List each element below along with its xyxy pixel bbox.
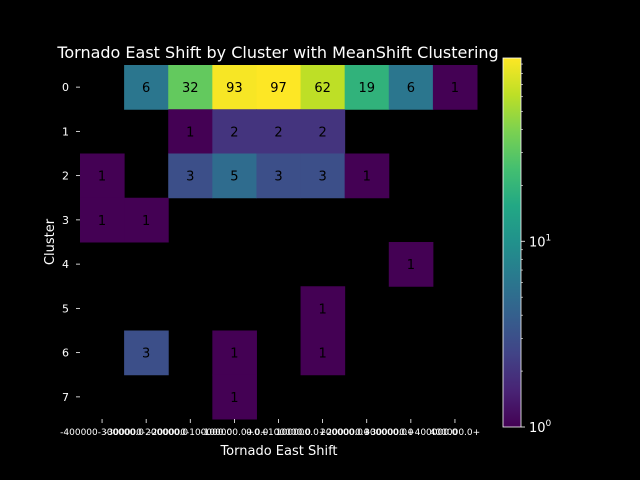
colorbar-tick-label: 101 bbox=[529, 233, 551, 250]
cell-value-label: 1 bbox=[98, 170, 106, 185]
cell-value-label: 2 bbox=[230, 125, 238, 140]
heatmap-cell bbox=[388, 65, 434, 110]
x-tick-label: -200000-100000.0 bbox=[148, 428, 232, 438]
heatmap-cell bbox=[300, 153, 346, 199]
heatmap-cells bbox=[80, 65, 478, 420]
cell-value-label: 1 bbox=[186, 125, 194, 140]
colorbar: 101 100 bbox=[502, 57, 552, 436]
heatmap-cell bbox=[300, 109, 346, 154]
cell-value-label: 2 bbox=[274, 125, 282, 140]
cell-value-label: 3 bbox=[274, 170, 282, 185]
heatmap-cell bbox=[344, 153, 390, 199]
y-tick-label: 4 bbox=[62, 258, 69, 271]
heatmap-cell bbox=[388, 242, 434, 287]
y-tick-label: 2 bbox=[62, 170, 69, 183]
cell-value-label: 3 bbox=[186, 170, 194, 185]
cell-value-label: 6 bbox=[407, 81, 415, 96]
x-tick-label: 0.0+100000.0 bbox=[246, 428, 311, 438]
cell-value-label: 1 bbox=[230, 347, 238, 362]
colorbar-tick-label: 100 bbox=[529, 419, 552, 436]
cell-value-label: 3 bbox=[318, 170, 326, 185]
heatmap-cell bbox=[256, 153, 302, 199]
cell-value-label: 1 bbox=[363, 170, 371, 185]
cell-value-label: 5 bbox=[230, 170, 238, 185]
heatmap-cell bbox=[80, 197, 125, 243]
heatmap-cell-labels: 6 32 93 97 62 19 6 1 1 2 2 2 1 3 5 3 3 1 1 1 1 1 3 1 1 1 bbox=[98, 81, 459, 406]
y-axis-label: Cluster bbox=[43, 218, 58, 265]
x-tick-label: 200000.0+300000.0 bbox=[320, 428, 414, 438]
cell-value-label: 93 bbox=[226, 81, 243, 96]
y-tick-label: 5 bbox=[62, 302, 69, 315]
heatmap-cell bbox=[256, 65, 302, 110]
x-axis-label: Tornado East Shift bbox=[219, 444, 337, 459]
x-axis-ticks: -400000-300000.0-300000-200000.0-200000-… bbox=[60, 419, 480, 438]
x-tick-label: -100000.0+0.0 bbox=[200, 428, 268, 438]
cell-value-label: 1 bbox=[318, 302, 326, 317]
x-tick-label: 300000.0+400000.0 bbox=[364, 428, 458, 438]
cell-value-label: 2 bbox=[318, 125, 326, 140]
heatmap-cell bbox=[300, 65, 346, 110]
heatmap-cell bbox=[80, 153, 125, 199]
heatmap-cell bbox=[344, 65, 390, 110]
colorbar-gradient bbox=[502, 57, 522, 428]
cell-value-label: 1 bbox=[451, 81, 459, 96]
heatmap-cell bbox=[300, 286, 346, 331]
heatmap-cell bbox=[168, 153, 213, 199]
cell-value-label: 97 bbox=[270, 81, 287, 96]
heatmap-cell bbox=[256, 109, 302, 154]
y-tick-label: 7 bbox=[62, 391, 69, 404]
heatmap-cell bbox=[124, 197, 169, 243]
cell-value-label: 1 bbox=[98, 214, 106, 229]
cell-value-label: 1 bbox=[230, 391, 238, 406]
y-tick-label: 3 bbox=[62, 214, 69, 227]
chart-title: Tornado East Shift by Cluster with MeanS… bbox=[56, 43, 498, 62]
cell-value-label: 1 bbox=[142, 214, 150, 229]
heatmap-cell bbox=[212, 330, 257, 376]
heatmap-cell bbox=[432, 65, 478, 110]
x-tick-label: -300000-200000.0 bbox=[104, 428, 188, 438]
y-tick-label: 6 bbox=[62, 347, 69, 360]
x-tick-label: 100000.0+200000.0 bbox=[276, 428, 370, 438]
y-tick-label: 1 bbox=[62, 125, 69, 138]
heatmap-cell bbox=[212, 65, 257, 110]
y-tick-label: 0 bbox=[62, 81, 69, 94]
cell-value-label: 1 bbox=[318, 347, 326, 362]
heatmap-cell bbox=[300, 330, 346, 376]
cell-value-label: 62 bbox=[314, 81, 331, 96]
y-axis-ticks: 0 1 2 3 4 5 6 7 bbox=[62, 81, 80, 404]
heatmap-cell bbox=[124, 330, 169, 376]
cell-value-label: 1 bbox=[407, 258, 415, 273]
cell-value-label: 19 bbox=[358, 81, 375, 96]
x-tick-label: 400000.0+ bbox=[430, 428, 480, 438]
cell-value-label: 32 bbox=[182, 81, 199, 96]
heatmap-cell bbox=[212, 109, 257, 154]
cell-value-label: 6 bbox=[142, 81, 150, 96]
heatmap-cell bbox=[168, 109, 213, 154]
heatmap-cell bbox=[168, 65, 213, 110]
x-tick-label: -400000-300000.0 bbox=[60, 428, 144, 438]
heatmap-cell bbox=[212, 153, 257, 199]
heatmap-cell bbox=[124, 65, 169, 110]
cell-value-label: 3 bbox=[142, 347, 150, 362]
heatmap-cell bbox=[212, 374, 257, 420]
